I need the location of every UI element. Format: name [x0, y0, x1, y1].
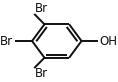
Text: OH: OH [100, 35, 118, 47]
Text: Br: Br [35, 2, 48, 15]
Text: Br: Br [0, 35, 13, 47]
Text: Br: Br [35, 67, 48, 80]
